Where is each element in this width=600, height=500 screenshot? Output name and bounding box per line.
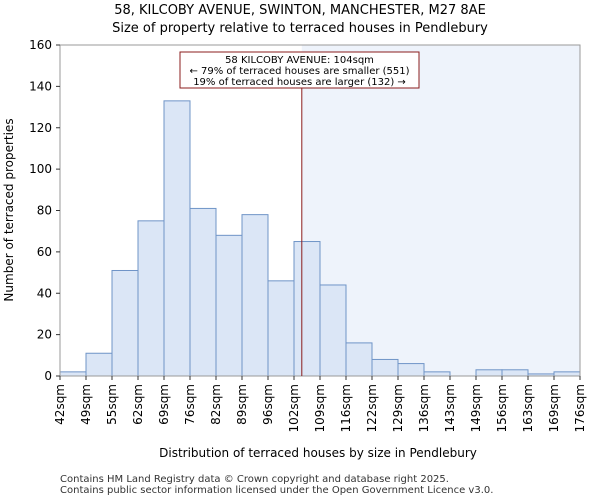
- footer-line-2: Contains public sector information licen…: [60, 485, 494, 496]
- histogram-bar: [189, 207, 217, 377]
- histogram-bar: [163, 100, 191, 377]
- footer-line-1: Contains HM Land Registry data © Crown c…: [60, 474, 449, 485]
- x-tick-label: 129sqm: [391, 384, 405, 432]
- x-tick-label: 82sqm: [209, 384, 223, 425]
- histogram-bar: [319, 284, 347, 377]
- histogram-bar: [59, 371, 87, 377]
- histogram-bar: [423, 371, 451, 377]
- x-tick-label: 89sqm: [235, 384, 249, 425]
- annotation-line-1: 58 KILCOBY AVENUE: 104sqm: [225, 55, 374, 66]
- x-tick-label: 49sqm: [79, 384, 93, 425]
- x-tick-label: 149sqm: [469, 384, 483, 432]
- y-tick-label: 0: [44, 369, 52, 383]
- x-tick-label: 169sqm: [547, 384, 561, 432]
- histogram-bar: [345, 342, 373, 377]
- x-tick-label: 69sqm: [157, 384, 171, 425]
- x-tick-label: 96sqm: [261, 384, 275, 425]
- y-tick-label: 60: [37, 245, 52, 259]
- chart-title: 58, KILCOBY AVENUE, SWINTON, MANCHESTER,…: [114, 3, 486, 18]
- y-tick-label: 100: [29, 162, 52, 176]
- x-tick-label: 163sqm: [521, 384, 535, 432]
- y-tick-label: 20: [37, 328, 52, 342]
- x-tick-label: 116sqm: [339, 384, 353, 432]
- histogram-bar: [267, 280, 295, 377]
- x-tick-label: 42sqm: [53, 384, 67, 425]
- x-tick-label: 62sqm: [131, 384, 145, 425]
- annotation-box: [179, 51, 420, 89]
- larger-region-highlight: [301, 45, 580, 376]
- histogram-bar: [501, 369, 529, 377]
- y-tick-label: 80: [37, 204, 52, 218]
- x-tick-label: 122sqm: [365, 384, 379, 432]
- x-tick-label: 102sqm: [287, 384, 301, 432]
- histogram-bar: [553, 371, 581, 377]
- histogram-bar: [111, 269, 139, 377]
- x-tick-label: 109sqm: [313, 384, 327, 432]
- x-tick-label: 55sqm: [105, 384, 119, 425]
- histogram-bar: [475, 369, 503, 377]
- x-tick-label: 76sqm: [183, 384, 197, 425]
- histogram-bar: [215, 234, 243, 377]
- x-tick-label: 176sqm: [573, 384, 587, 432]
- y-tick-label: 120: [29, 121, 52, 135]
- histogram-bar: [137, 220, 165, 377]
- histogram-bar: [85, 352, 113, 377]
- histogram-bar: [397, 363, 425, 377]
- x-tick-label: 156sqm: [495, 384, 509, 432]
- histogram-bar: [293, 241, 321, 377]
- histogram-bar: [241, 214, 269, 377]
- chart-subtitle: Size of property relative to terraced ho…: [112, 21, 488, 36]
- annotation-line-2: ← 79% of terraced houses are smaller (55…: [189, 66, 409, 77]
- histogram-bar: [371, 358, 399, 377]
- annotation-line-3: 19% of terraced houses are larger (132) …: [193, 77, 406, 88]
- x-axis-label: Distribution of terraced houses by size …: [159, 446, 477, 460]
- x-tick-label: 143sqm: [443, 384, 457, 432]
- x-tick-label: 136sqm: [417, 384, 431, 432]
- y-tick-label: 40: [37, 286, 52, 300]
- y-tick-label: 160: [29, 38, 52, 52]
- y-axis-label: Number of terraced properties: [2, 118, 16, 301]
- y-tick-label: 140: [29, 79, 52, 93]
